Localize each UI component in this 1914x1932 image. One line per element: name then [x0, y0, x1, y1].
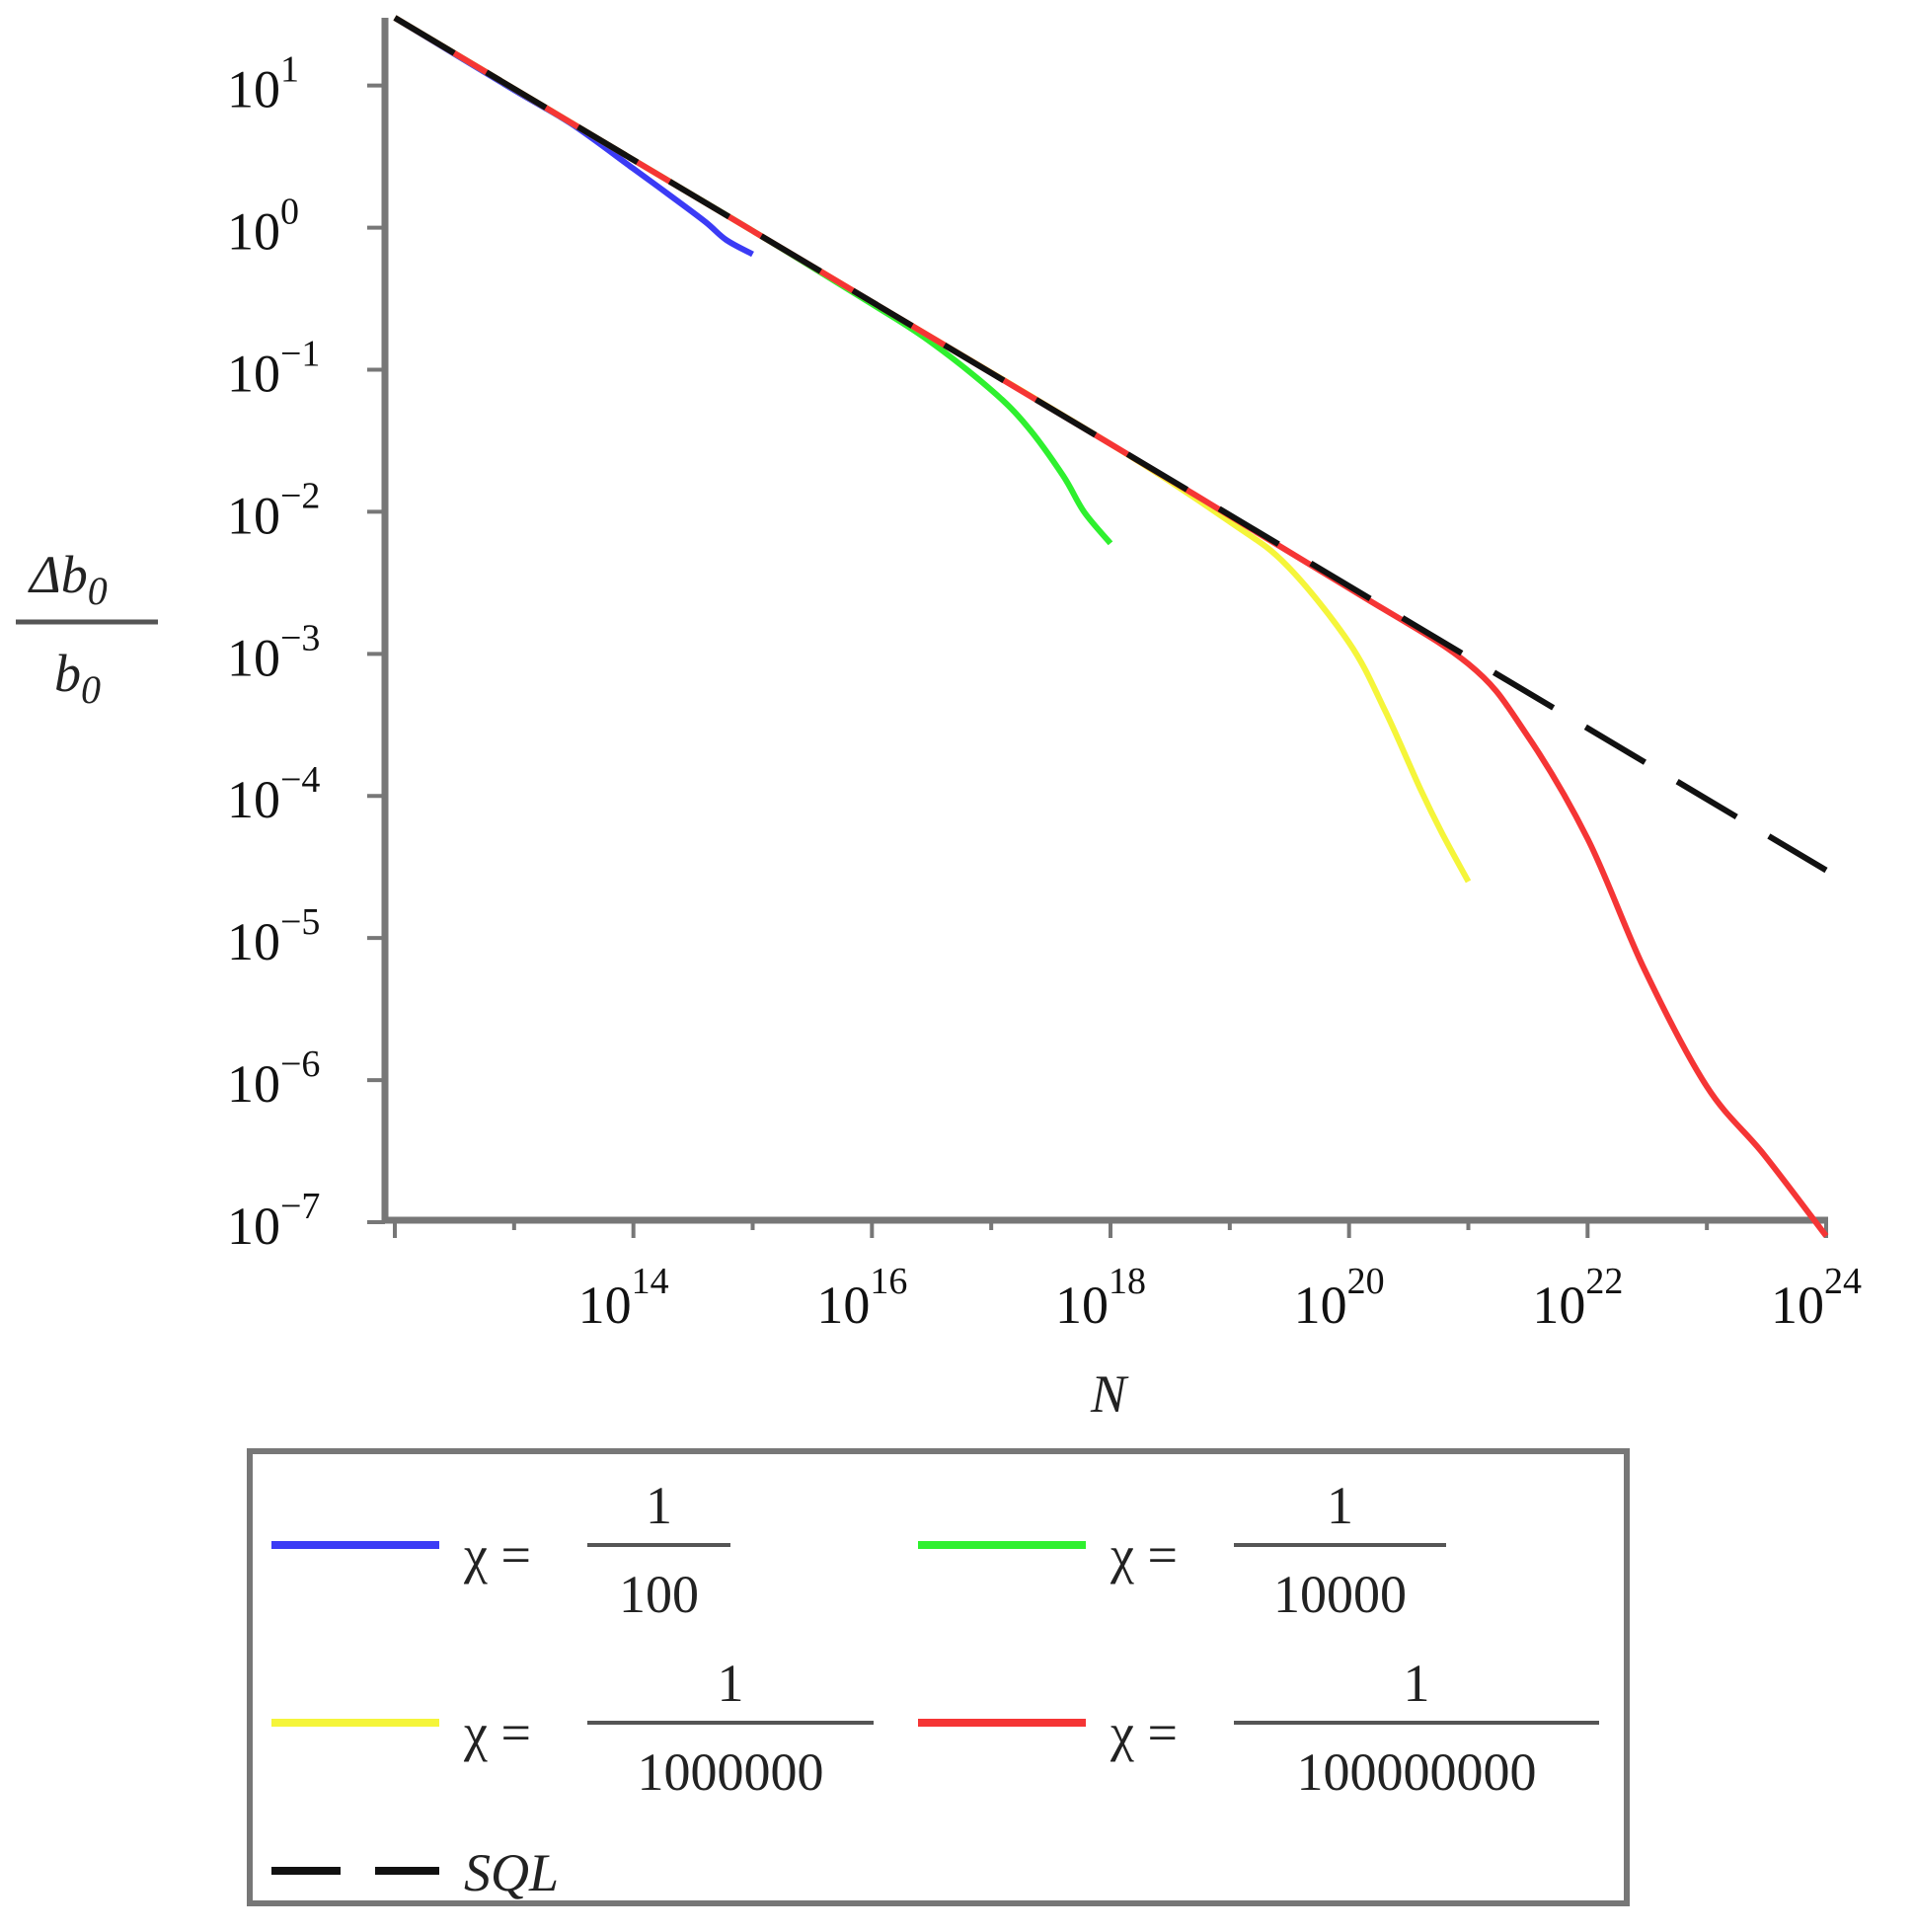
- series-line-chi-100000000: [393, 15, 1829, 1238]
- legend-numerator: 1: [1327, 1476, 1353, 1535]
- y-tick-label: 10−3: [227, 617, 320, 687]
- y-axis-ticks: 101 100 10−1 10−2 10−3 10−4 10−5 10−6 10−7: [227, 49, 385, 1256]
- series-line-chi-10000: [393, 15, 1113, 546]
- x-tick-label: 1020: [1294, 1261, 1385, 1335]
- y-axis-label: Δb0 b0: [16, 545, 158, 712]
- y-axis-label-numerator: Δb0: [28, 545, 108, 613]
- legend-prefix: χ =: [463, 1525, 531, 1584]
- legend-item-chi-100000000: χ = 1 100000000: [918, 1654, 1599, 1802]
- legend-numerator: 1: [646, 1476, 672, 1535]
- legend: χ = 1 100 χ = 1 10000 χ = 1 1000000 χ = 1 100000000…: [247, 1448, 1630, 1906]
- axes: [381, 18, 1828, 1224]
- series-group: [393, 15, 1829, 1238]
- x-axis-ticks: 1014 1016 1018 1020 1022 1024: [393, 1220, 1862, 1335]
- y-axis-label-denominator: b0: [54, 644, 101, 712]
- legend-item-chi-100: χ = 1 100: [271, 1476, 730, 1624]
- x-tick-label: 1014: [578, 1261, 669, 1335]
- legend-item-chi-10000: χ = 1 10000: [918, 1476, 1446, 1624]
- legend-numerator: 1: [718, 1654, 744, 1713]
- y-tick-label: 100: [227, 192, 299, 262]
- legend-item-sql: SQL: [271, 1843, 559, 1902]
- y-tick-label: 10−5: [227, 901, 320, 971]
- y-tick-label: 10−1: [227, 333, 320, 403]
- x-tick-label: 1016: [816, 1261, 907, 1335]
- legend-denominator: 100000000: [1297, 1742, 1537, 1802]
- series-line-sql: [393, 15, 1828, 874]
- y-tick-label: 10−7: [227, 1186, 320, 1256]
- legend-label: SQL: [464, 1843, 559, 1902]
- series-line-chi-1000000: [393, 15, 1472, 884]
- y-tick-label: 10−2: [227, 475, 320, 545]
- x-axis-label: N: [1090, 1364, 1129, 1424]
- legend-denominator: 1000000: [638, 1742, 824, 1802]
- legend-denominator: 10000: [1273, 1565, 1407, 1624]
- legend-box: [247, 1448, 1630, 1906]
- series-line-chi-100: [393, 15, 754, 258]
- y-tick-label: 10−6: [227, 1043, 320, 1114]
- y-tick-label: 10−4: [227, 759, 320, 829]
- legend-denominator: 100: [619, 1565, 699, 1624]
- legend-prefix: χ =: [1110, 1525, 1178, 1584]
- legend-item-chi-1000000: χ = 1 1000000: [271, 1654, 874, 1802]
- x-tick-label: 1022: [1532, 1261, 1623, 1335]
- x-tick-label: 1018: [1055, 1261, 1146, 1335]
- legend-numerator: 1: [1404, 1654, 1430, 1713]
- x-tick-label: 1024: [1771, 1261, 1862, 1335]
- legend-prefix: χ =: [1110, 1703, 1178, 1762]
- y-tick-label: 101: [227, 49, 299, 119]
- legend-prefix: χ =: [463, 1703, 531, 1762]
